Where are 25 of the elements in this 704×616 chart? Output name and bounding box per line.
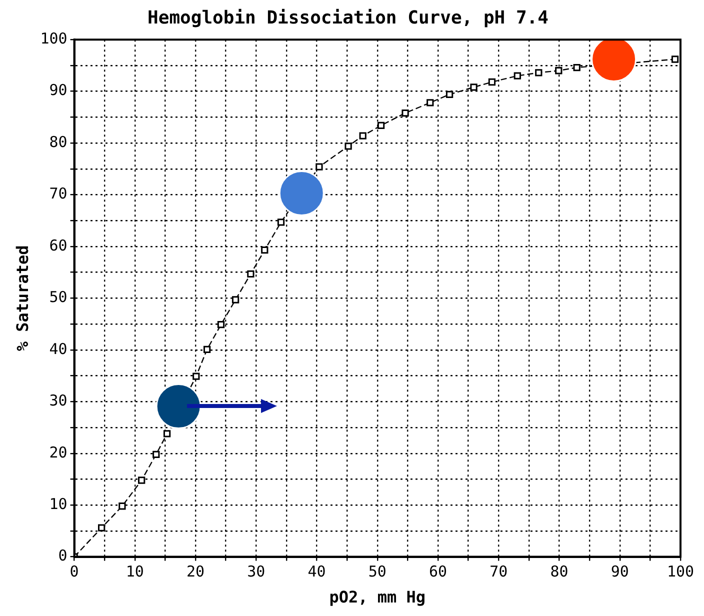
y-tick-label: 0: [58, 546, 68, 565]
x-tick-label: 30: [247, 562, 266, 581]
chart-title: Hemoglobin Dissociation Curve, pH 7.4: [148, 7, 549, 28]
x-tick-label: 80: [550, 562, 568, 581]
y-tick-label: 70: [49, 184, 68, 203]
x-tick-label: 50: [368, 562, 386, 581]
x-tick-label: 10: [126, 562, 144, 581]
x-tick-label: 20: [186, 562, 205, 581]
x-tick-label: 0: [70, 562, 79, 581]
y-tick-label: 50: [49, 288, 68, 306]
y-tick-label: 90: [49, 81, 68, 100]
y-axis-title: % Saturated: [12, 245, 32, 352]
y-tick-label: 80: [49, 132, 68, 151]
x-tick-label: 60: [428, 562, 448, 581]
x-tick-label: 70: [490, 562, 508, 581]
y-tick-label: 100: [40, 29, 68, 48]
x-axis-title: pO2, mm Hg: [329, 588, 426, 607]
y-tick-label: 10: [49, 494, 68, 513]
x-tick-label: 40: [308, 562, 326, 581]
y-tick-label: 30: [49, 392, 68, 410]
y-tick-label: 40: [49, 340, 68, 358]
y-tick-label: 20: [49, 443, 68, 462]
x-tick-label: 90: [610, 562, 629, 581]
y-tick-label: 60: [49, 236, 68, 254]
x-tick-label: 100: [666, 562, 694, 581]
